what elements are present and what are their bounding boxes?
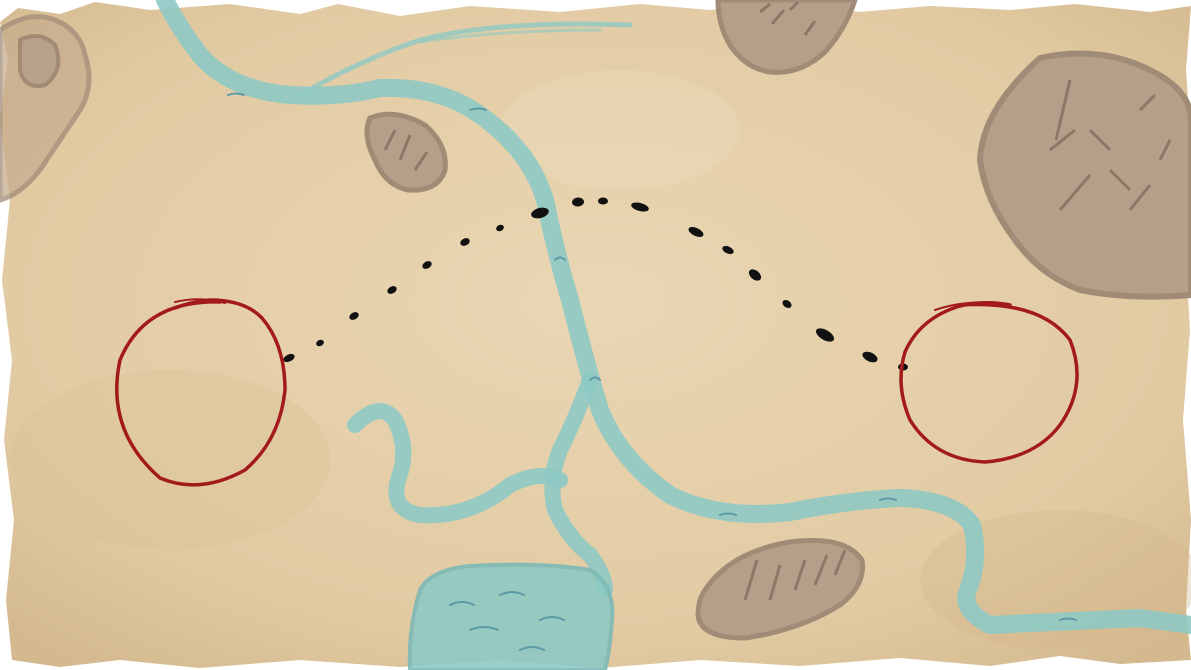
- landmass-south-island: [695, 537, 866, 641]
- landmass-small-island: [364, 111, 448, 193]
- end-marker: [899, 301, 1079, 464]
- lake: [407, 562, 615, 670]
- landmass-north-center: [715, 0, 858, 75]
- start-marker: [115, 298, 287, 487]
- east-branch: [544, 372, 613, 598]
- west-tributary: [347, 403, 568, 524]
- main-river: [156, 0, 1191, 634]
- landmass-northwest: [0, 14, 92, 203]
- river-system: [156, 0, 1191, 670]
- paper-stain: [10, 370, 330, 550]
- north-branch: [297, 21, 633, 98]
- dotted-route: [283, 197, 908, 371]
- landmass-northeast: [976, 50, 1191, 300]
- paper-stain: [500, 70, 740, 190]
